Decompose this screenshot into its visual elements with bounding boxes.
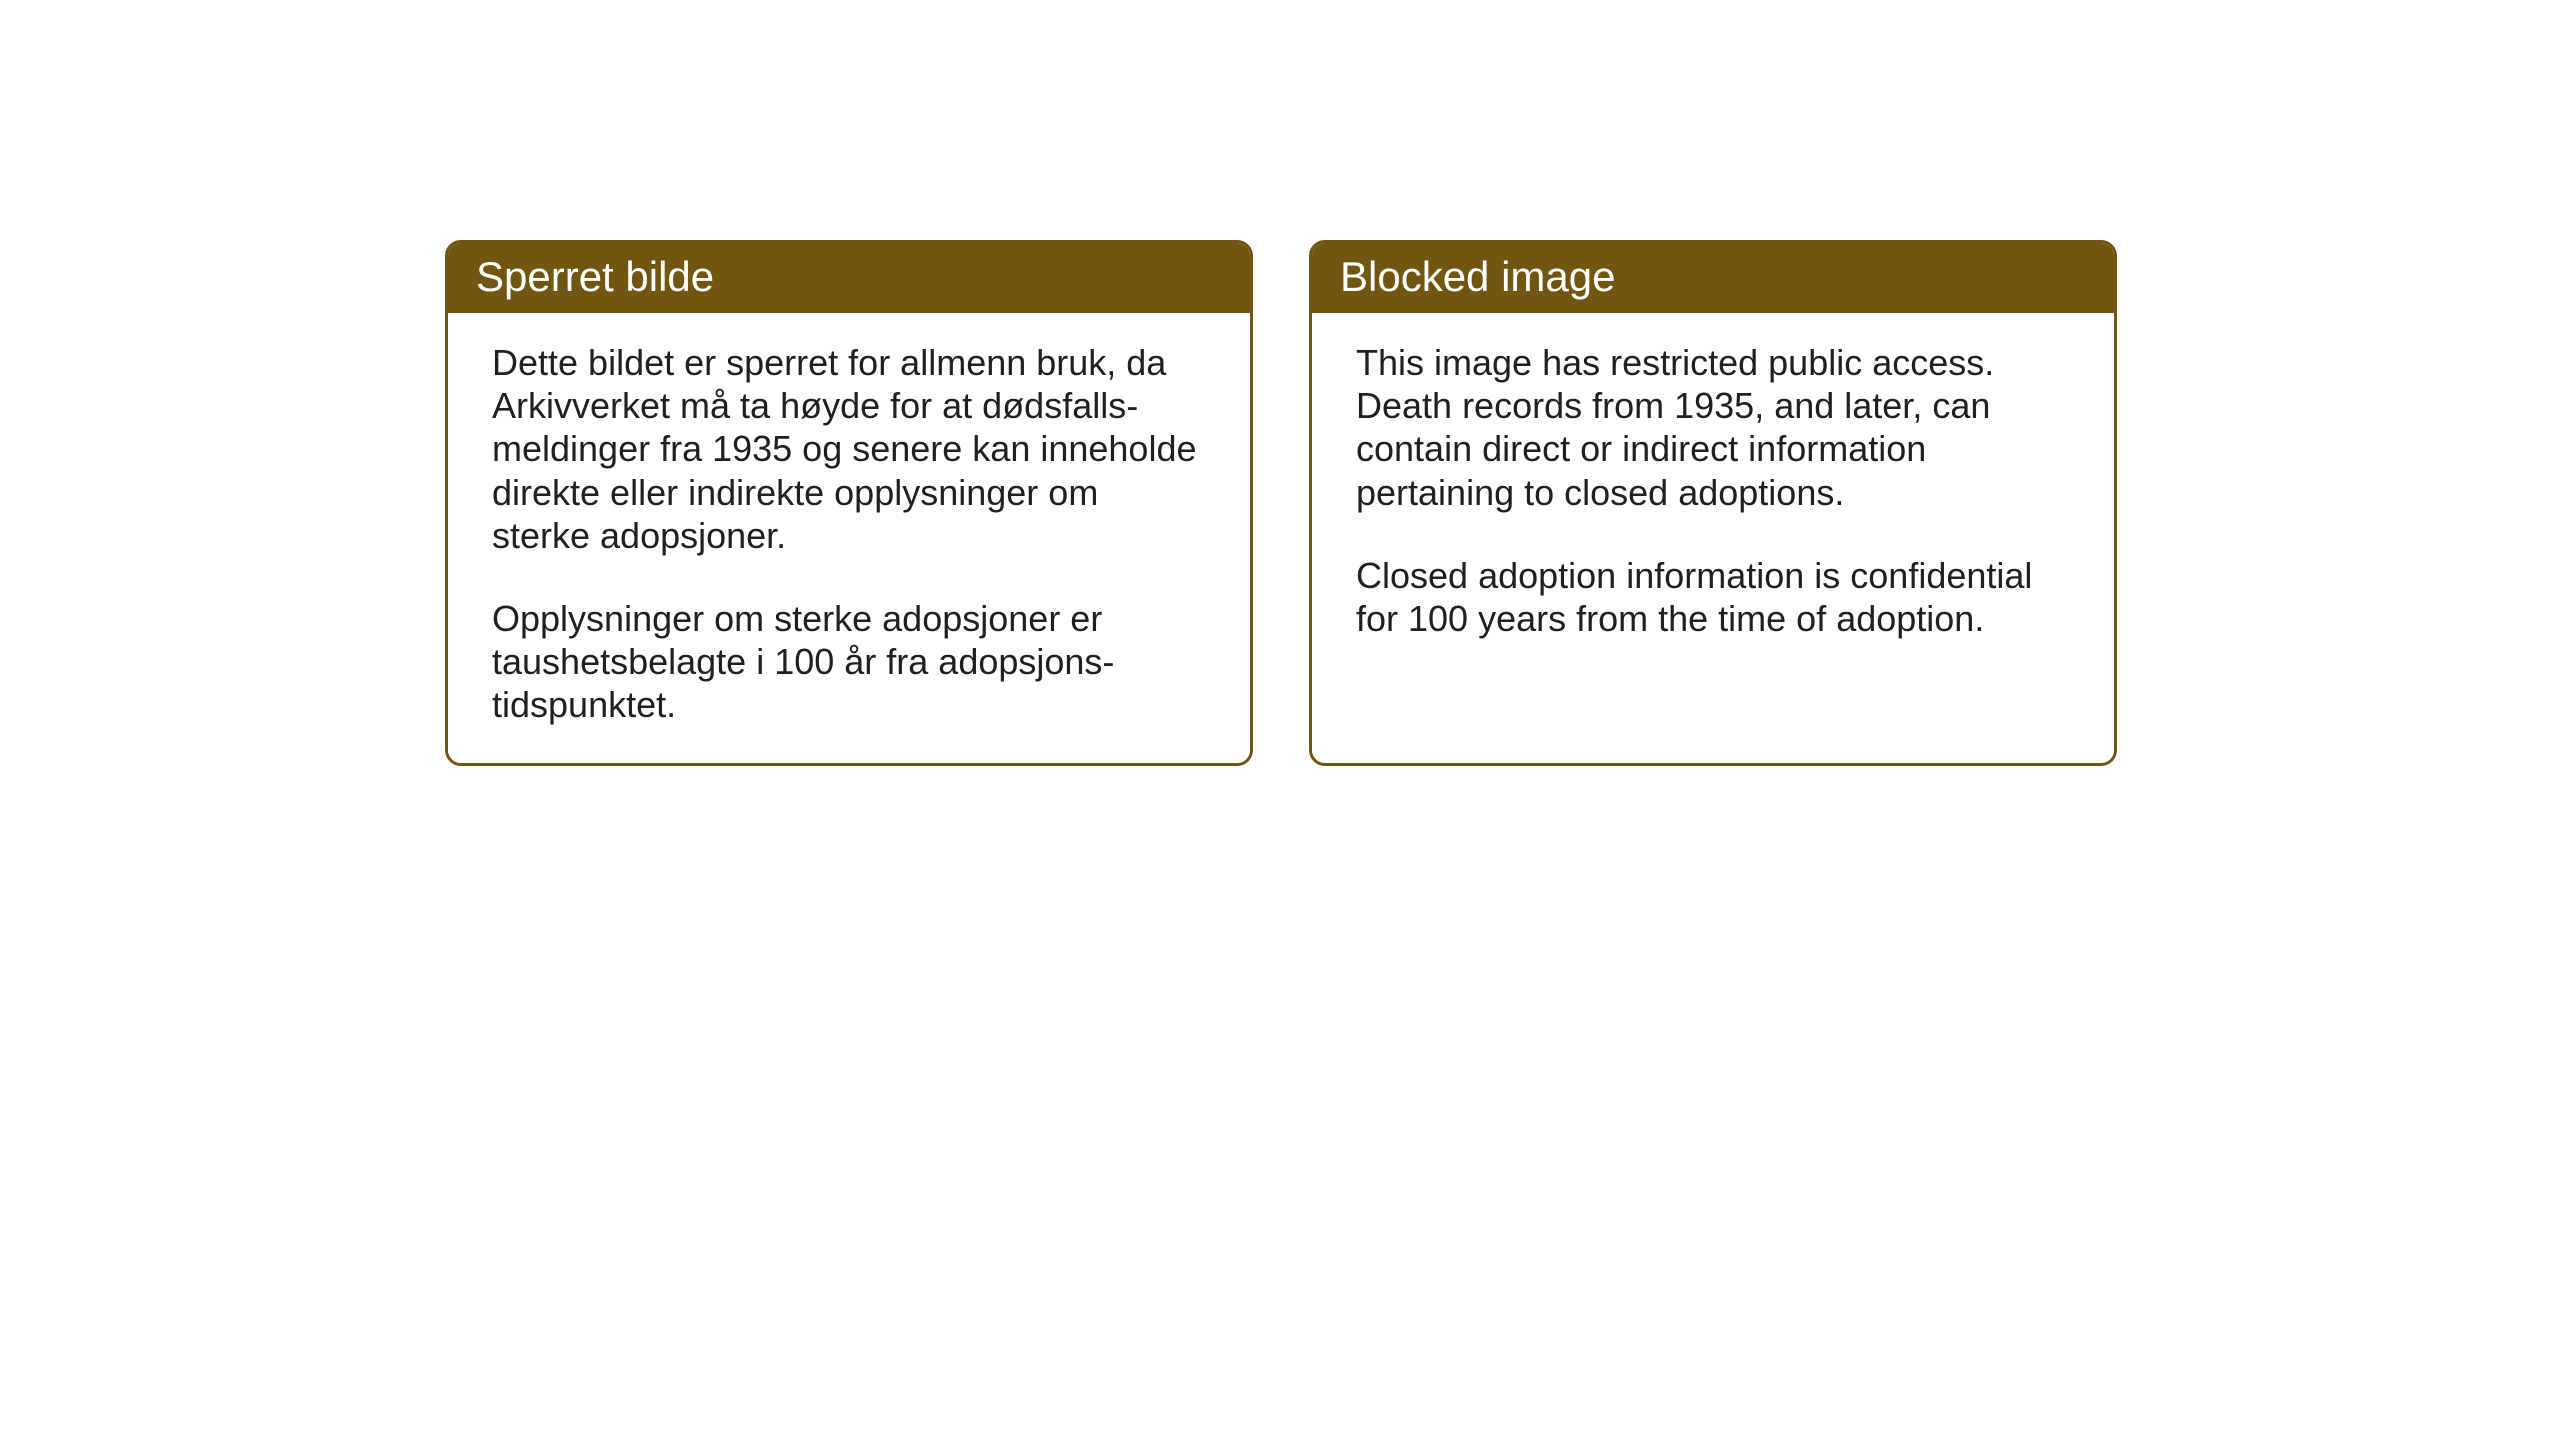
card-header-norwegian: Sperret bilde <box>448 243 1250 313</box>
paragraph-1-norwegian: Dette bildet er sperret for allmenn bruk… <box>492 341 1206 557</box>
paragraph-1-english: This image has restricted public access.… <box>1356 341 2070 514</box>
notice-card-norwegian: Sperret bilde Dette bildet er sperret fo… <box>445 240 1253 766</box>
card-header-english: Blocked image <box>1312 243 2114 313</box>
card-body-norwegian: Dette bildet er sperret for allmenn bruk… <box>448 313 1250 763</box>
paragraph-2-norwegian: Opplysninger om sterke adopsjoner er tau… <box>492 597 1206 727</box>
paragraph-2-english: Closed adoption information is confident… <box>1356 554 2070 640</box>
notice-card-english: Blocked image This image has restricted … <box>1309 240 2117 766</box>
card-body-english: This image has restricted public access.… <box>1312 313 2114 761</box>
notice-container: Sperret bilde Dette bildet er sperret fo… <box>445 240 2117 766</box>
